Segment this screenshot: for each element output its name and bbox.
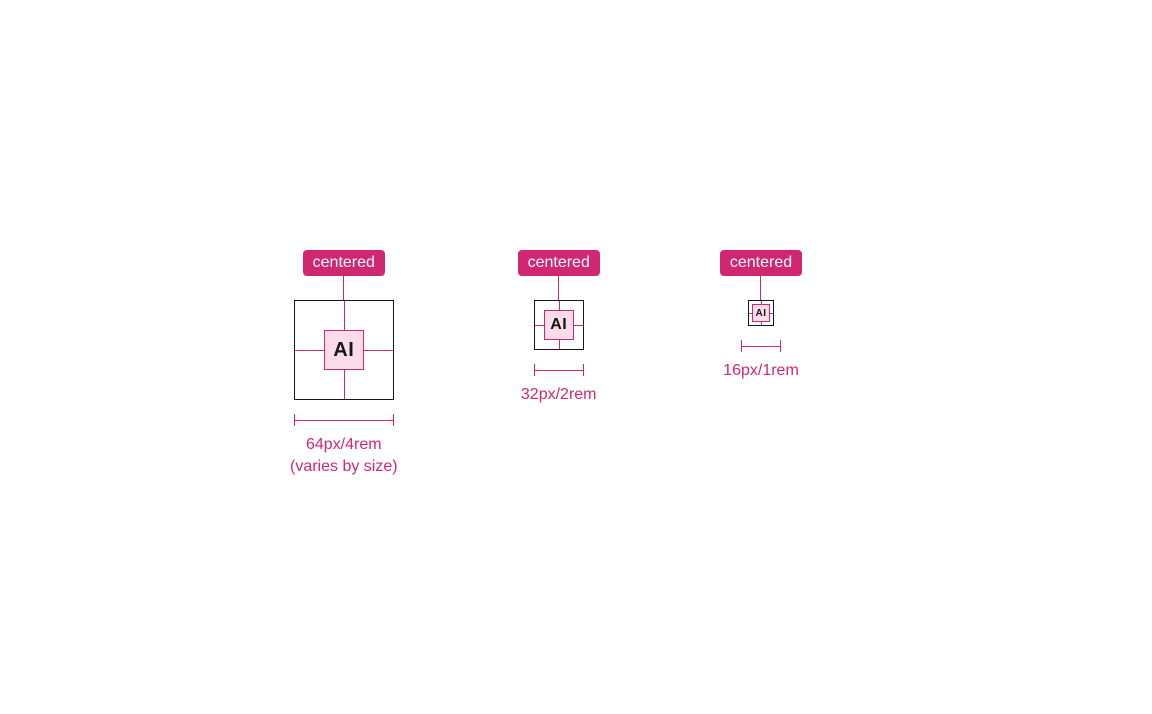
centered-badge: centered	[518, 250, 600, 276]
outer-box: AI	[294, 300, 394, 400]
size-label: 64px/4rem(varies by size)	[290, 434, 398, 477]
size-label-main: 64px/4rem	[290, 434, 398, 456]
centered-badge: centered	[720, 250, 802, 276]
dimension-bracket	[534, 364, 584, 376]
centered-badge: centered	[303, 250, 385, 276]
size-spec-2: centered AI 16px/1rem	[720, 250, 802, 382]
outer-box: AI	[534, 300, 584, 350]
size-label-main: 32px/2rem	[521, 384, 597, 406]
size-spec-0: centered AI 64px/4rem(varies by size)	[290, 250, 398, 477]
ai-icon: AI	[752, 304, 770, 322]
size-label: 32px/2rem	[521, 384, 597, 406]
connector-line	[760, 276, 761, 300]
size-label-main: 16px/1rem	[723, 360, 799, 382]
size-spec-1: centered AI 32px/2rem	[518, 250, 600, 406]
connector-line	[343, 276, 344, 300]
dimension-bracket	[294, 414, 394, 426]
ai-icon: AI	[544, 310, 574, 340]
outer-box: AI	[748, 300, 774, 326]
size-label-sub: (varies by size)	[290, 456, 398, 478]
connector-line	[558, 276, 559, 300]
size-label: 16px/1rem	[723, 360, 799, 382]
ai-icon: AI	[324, 330, 364, 370]
diagram-stage: centeredAI64px/4rem(varies by size)cente…	[290, 250, 802, 477]
dimension-bracket	[741, 340, 781, 352]
